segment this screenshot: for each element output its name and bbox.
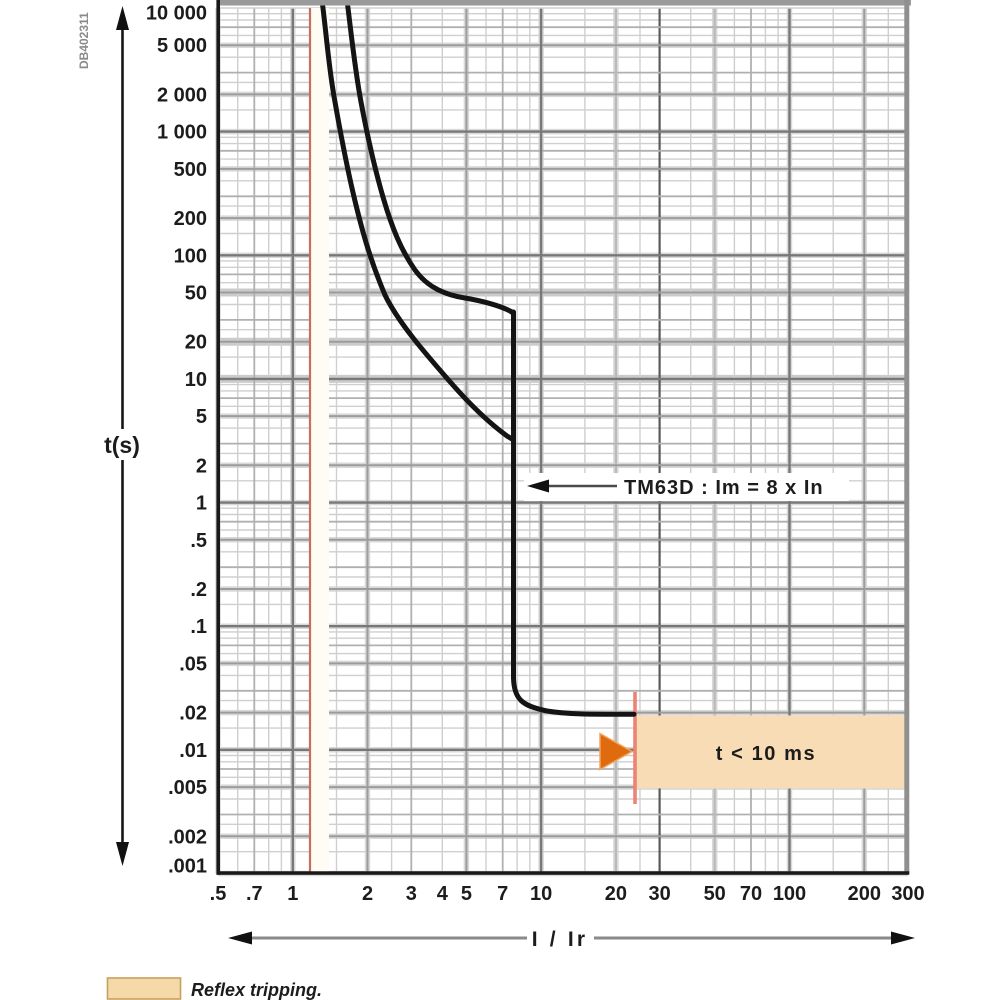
svg-text:.2: .2	[190, 579, 207, 601]
svg-text:3: 3	[406, 883, 417, 905]
svg-text:.005: .005	[168, 777, 207, 799]
svg-text:100: 100	[174, 245, 207, 267]
svg-text:20: 20	[605, 883, 627, 905]
svg-text:4: 4	[437, 883, 449, 905]
svg-text:300: 300	[891, 883, 924, 905]
svg-text:t(s): t(s)	[104, 432, 140, 458]
svg-text:1: 1	[196, 493, 207, 515]
svg-text:70: 70	[740, 883, 762, 905]
svg-text:500: 500	[174, 159, 207, 181]
svg-text:30: 30	[648, 883, 670, 905]
svg-text:1 000: 1 000	[157, 122, 207, 144]
svg-text:.002: .002	[168, 826, 207, 848]
svg-text:200: 200	[174, 208, 207, 230]
svg-text:.02: .02	[179, 703, 207, 725]
svg-text:.5: .5	[190, 530, 207, 552]
svg-text:10: 10	[185, 369, 207, 391]
svg-text:.001: .001	[168, 856, 207, 878]
svg-text:20: 20	[185, 332, 207, 354]
svg-text:.1: .1	[190, 616, 207, 638]
svg-text:2 000: 2 000	[157, 84, 207, 106]
svg-text:DB402311: DB402311	[77, 12, 91, 69]
svg-text:10 000: 10 000	[146, 3, 207, 25]
svg-text:5 000: 5 000	[157, 35, 207, 57]
svg-text:I / Ir: I / Ir	[532, 928, 589, 951]
svg-text:200: 200	[848, 883, 881, 905]
svg-text:.01: .01	[179, 740, 207, 762]
svg-text:Reflex tripping.: Reflex tripping.	[191, 980, 322, 1000]
svg-text:.05: .05	[179, 653, 207, 675]
svg-text:10: 10	[530, 883, 552, 905]
svg-text:5: 5	[196, 406, 207, 428]
svg-text:.5: .5	[210, 883, 227, 905]
svg-text:5: 5	[461, 883, 472, 905]
svg-text:100: 100	[773, 883, 806, 905]
svg-text:2: 2	[362, 883, 373, 905]
svg-text:t < 10 ms: t < 10 ms	[716, 743, 817, 765]
svg-text:7: 7	[497, 883, 508, 905]
svg-text:50: 50	[185, 283, 207, 305]
svg-text:1: 1	[287, 883, 298, 905]
svg-text:.7: .7	[246, 883, 263, 905]
svg-text:2: 2	[196, 455, 207, 477]
svg-text:TM63D : Im = 8 x In: TM63D : Im = 8 x In	[624, 477, 824, 499]
svg-text:50: 50	[704, 883, 726, 905]
